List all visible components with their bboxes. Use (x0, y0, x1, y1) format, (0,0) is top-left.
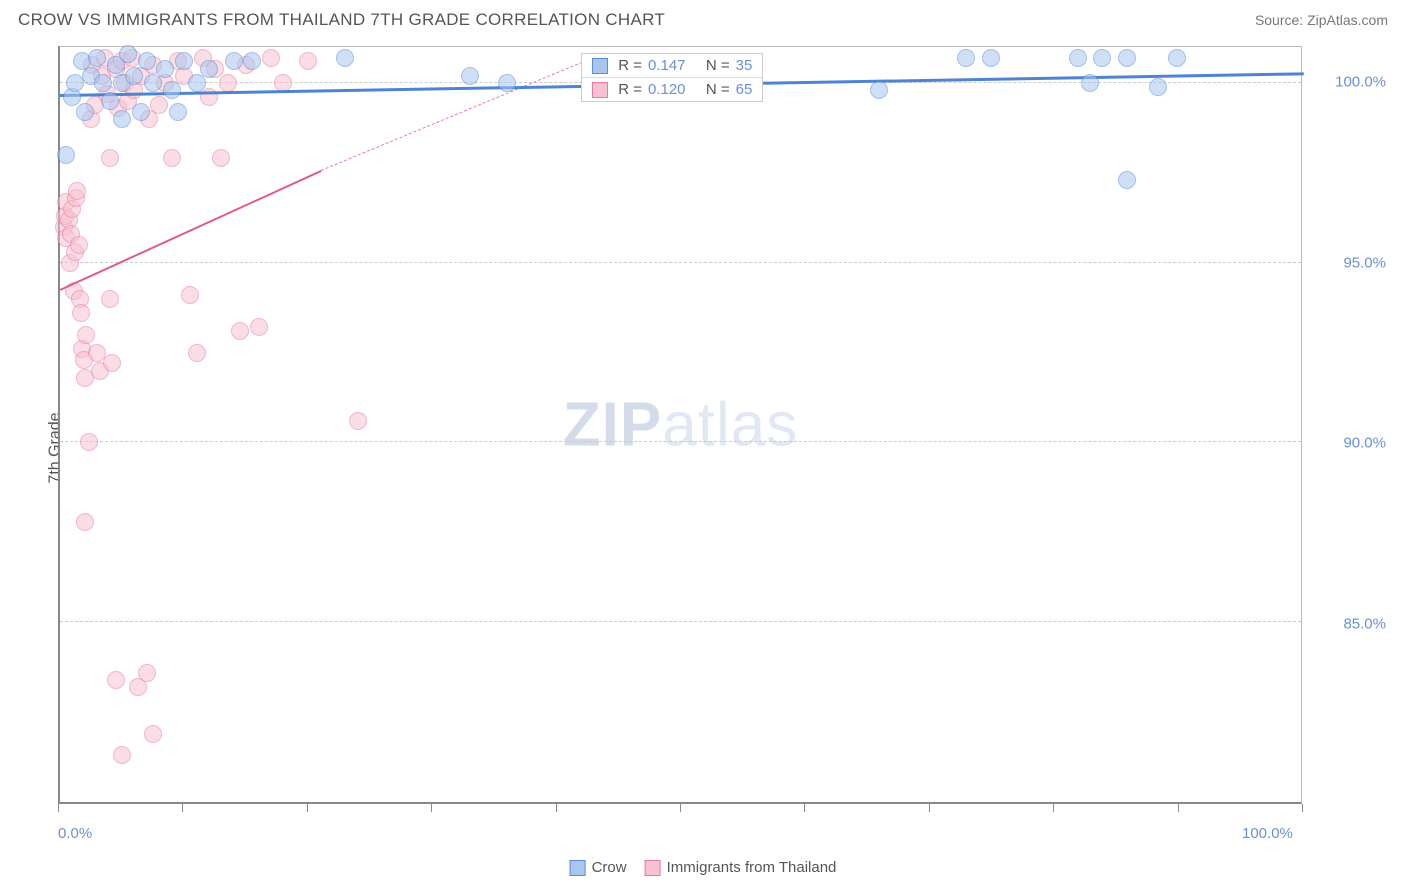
stats-legend-row: R = 0.120 N = 65 (582, 78, 762, 101)
trend-line (321, 61, 583, 170)
data-point (1093, 49, 1111, 67)
x-tick (307, 804, 308, 812)
data-point (103, 354, 121, 372)
data-point (262, 49, 280, 67)
data-point (181, 286, 199, 304)
data-point (231, 322, 249, 340)
data-point (1118, 171, 1136, 189)
data-point (150, 96, 168, 114)
data-point (132, 103, 150, 121)
data-point (498, 74, 516, 92)
data-point (188, 344, 206, 362)
x-tick (556, 804, 557, 812)
chart-container: 7th Grade ZIPatlas R = 0.147 N = 35R = 0… (28, 42, 1392, 854)
data-point (336, 49, 354, 67)
data-point (156, 60, 174, 78)
x-axis-label: 0.0% (58, 825, 92, 842)
data-point (957, 49, 975, 67)
legend-item: Crow (570, 859, 627, 876)
watermark: ZIPatlas (563, 389, 798, 460)
legend-item: Immigrants from Thailand (645, 859, 837, 876)
data-point (169, 103, 187, 121)
data-point (219, 74, 237, 92)
data-point (57, 146, 75, 164)
data-point (188, 74, 206, 92)
data-point (144, 74, 162, 92)
trend-line (60, 170, 322, 291)
data-point (101, 92, 119, 110)
data-point (125, 67, 143, 85)
data-point (72, 304, 90, 322)
x-tick (1178, 804, 1179, 812)
data-point (250, 318, 268, 336)
data-point (982, 49, 1000, 67)
data-point (1069, 49, 1087, 67)
stats-legend: R = 0.147 N = 35R = 0.120 N = 65 (581, 53, 763, 102)
data-point (870, 81, 888, 99)
data-point (1168, 49, 1186, 67)
data-point (1081, 74, 1099, 92)
data-point (175, 52, 193, 70)
data-point (101, 149, 119, 167)
chart-source: Source: ZipAtlas.com (1255, 12, 1388, 28)
x-tick (680, 804, 681, 812)
data-point (349, 412, 367, 430)
data-point (80, 433, 98, 451)
y-tick-label: 90.0% (1343, 435, 1386, 452)
data-point (200, 60, 218, 78)
plot-area: ZIPatlas R = 0.147 N = 35R = 0.120 N = 6… (58, 46, 1302, 804)
data-point (225, 52, 243, 70)
data-point (461, 67, 479, 85)
data-point (76, 513, 94, 531)
data-point (76, 103, 94, 121)
data-point (113, 110, 131, 128)
data-point (88, 49, 106, 67)
x-tick (804, 804, 805, 812)
stats-legend-row: R = 0.147 N = 35 (582, 54, 762, 78)
data-point (212, 149, 230, 167)
legend-label: Crow (592, 859, 627, 876)
data-point (144, 725, 162, 743)
x-tick (929, 804, 930, 812)
data-point (94, 74, 112, 92)
data-point (107, 671, 125, 689)
data-point (101, 290, 119, 308)
x-tick (431, 804, 432, 812)
x-tick (1302, 804, 1303, 812)
gridline (60, 441, 1301, 442)
legend-bottom: Crow Immigrants from Thailand (570, 859, 837, 876)
x-tick (182, 804, 183, 812)
y-tick-label: 100.0% (1335, 74, 1386, 91)
data-point (113, 746, 131, 764)
data-point (138, 664, 156, 682)
data-point (299, 52, 317, 70)
data-point (163, 81, 181, 99)
x-axis-label: 100.0% (1242, 825, 1293, 842)
chart-title: CROW VS IMMIGRANTS FROM THAILAND 7TH GRA… (18, 10, 665, 30)
data-point (243, 52, 261, 70)
legend-swatch (570, 860, 586, 876)
legend-label: Immigrants from Thailand (667, 859, 837, 876)
y-tick-label: 85.0% (1343, 615, 1386, 632)
data-point (68, 182, 86, 200)
data-point (1149, 78, 1167, 96)
data-point (77, 326, 95, 344)
data-point (70, 236, 88, 254)
x-tick (58, 804, 59, 812)
data-point (163, 149, 181, 167)
gridline (60, 621, 1301, 622)
x-tick (1053, 804, 1054, 812)
data-point (119, 45, 137, 63)
data-point (138, 52, 156, 70)
legend-swatch (645, 860, 661, 876)
y-tick-label: 95.0% (1343, 254, 1386, 271)
data-point (1118, 49, 1136, 67)
gridline (60, 262, 1301, 263)
